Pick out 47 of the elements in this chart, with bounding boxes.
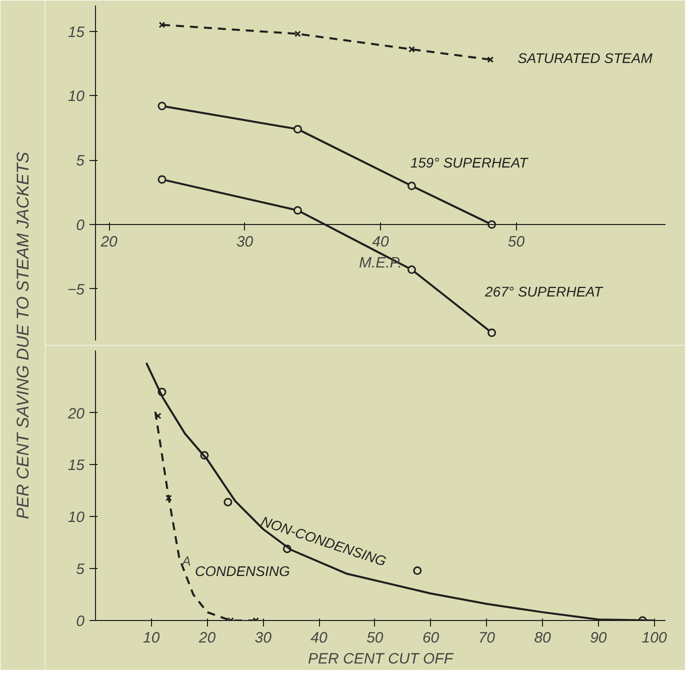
- x-tick-label: 20: [198, 630, 216, 646]
- point: [293, 124, 302, 134]
- x-axis-title: PER CENT CUT OFF: [308, 650, 454, 668]
- x-tick-label: 60: [422, 630, 440, 646]
- y-axis-title: PER CENT SAVING DUE TO STEAM JACKETS: [14, 151, 32, 520]
- point: [158, 22, 166, 28]
- series-label: 159° SUPERHEAT: [410, 154, 530, 170]
- y-tick-label: 5: [76, 561, 86, 578]
- x-tick-label: 70: [478, 630, 496, 646]
- x-tick-label: 40: [372, 234, 390, 251]
- x-axis-title: M.E.P.: [358, 254, 402, 272]
- point: [165, 494, 172, 502]
- y-tick-label: 15: [68, 457, 86, 474]
- y-tick-label: 5: [76, 152, 86, 170]
- x-tick-label: 30: [254, 630, 272, 646]
- x-tick-label: 50: [366, 630, 384, 646]
- x-tick-label: 80: [534, 630, 552, 646]
- y-tick-label: −5: [67, 281, 86, 298]
- point: [158, 102, 166, 110]
- point: [488, 328, 496, 338]
- point: [294, 30, 301, 38]
- y-tick-label: 15: [68, 24, 86, 41]
- point: [224, 498, 232, 506]
- series-label: SATURATED STEAM: [518, 50, 653, 66]
- point: [158, 175, 166, 184]
- y-tick-label: 0: [76, 613, 86, 630]
- point: [407, 182, 416, 190]
- point: [487, 56, 494, 63]
- y-tick-label: 10: [68, 88, 86, 106]
- y-tick-label: 10: [68, 509, 86, 526]
- x-tick-label: 50: [508, 234, 526, 251]
- y-tick-label: 20: [66, 405, 86, 422]
- annotation: A: [181, 554, 191, 569]
- y-tick-label: 0: [76, 217, 86, 234]
- x-tick-label: 10: [143, 630, 160, 646]
- x-tick-label: 20: [100, 234, 118, 251]
- x-tick-label: 30: [236, 234, 254, 251]
- point: [407, 265, 416, 274]
- x-tick-label: 100: [642, 630, 668, 646]
- point: [413, 566, 422, 575]
- x-tick-label: 40: [310, 630, 328, 646]
- series-label: CONDENSING: [194, 562, 290, 579]
- point: [154, 412, 162, 420]
- x-tick-label: 90: [590, 630, 608, 646]
- series-label: 267° SUPERHEAT: [484, 283, 604, 300]
- point: [408, 46, 415, 53]
- point: [293, 206, 302, 215]
